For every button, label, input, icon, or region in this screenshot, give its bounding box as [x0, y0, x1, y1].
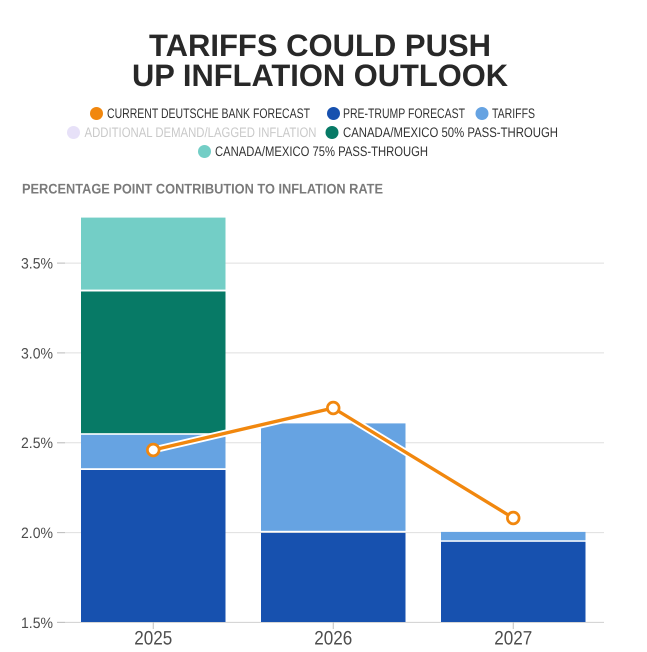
- svg-text:ADDITIONAL DEMAND/LAGGED INFLA: ADDITIONAL DEMAND/LAGGED INFLATION: [85, 125, 317, 140]
- svg-text:1.5%: 1.5%: [21, 615, 53, 632]
- svg-text:TARIFFS: TARIFFS: [492, 106, 535, 121]
- svg-text:3.5%: 3.5%: [21, 256, 53, 273]
- svg-text:2.0%: 2.0%: [21, 525, 53, 542]
- svg-text:CANADA/MEXICO 50% PASS-THROUGH: CANADA/MEXICO 50% PASS-THROUGH: [343, 125, 558, 140]
- svg-text:CURRENT DEUTSCHE BANK FORECAST: CURRENT DEUTSCHE BANK FORECAST: [107, 106, 310, 121]
- svg-text:CANADA/MEXICO 75% PASS-THROUGH: CANADA/MEXICO 75% PASS-THROUGH: [215, 144, 428, 159]
- svg-text:2026: 2026: [314, 627, 352, 649]
- svg-text:2.5%: 2.5%: [21, 435, 53, 452]
- svg-text:PRE-TRUMP FORECAST: PRE-TRUMP FORECAST: [343, 106, 465, 121]
- svg-text:2025: 2025: [134, 627, 172, 649]
- svg-text:3.0%: 3.0%: [21, 345, 53, 362]
- svg-text:2027: 2027: [494, 627, 532, 649]
- svg-text:UP INFLATION OUTLOOK: UP INFLATION OUTLOOK: [132, 58, 509, 93]
- svg-text:PERCENTAGE POINT CONTRIBUTION: PERCENTAGE POINT CONTRIBUTION TO INFLATI…: [22, 181, 383, 197]
- svg-text:TARIFFS COULD PUSH: TARIFFS COULD PUSH: [149, 28, 491, 63]
